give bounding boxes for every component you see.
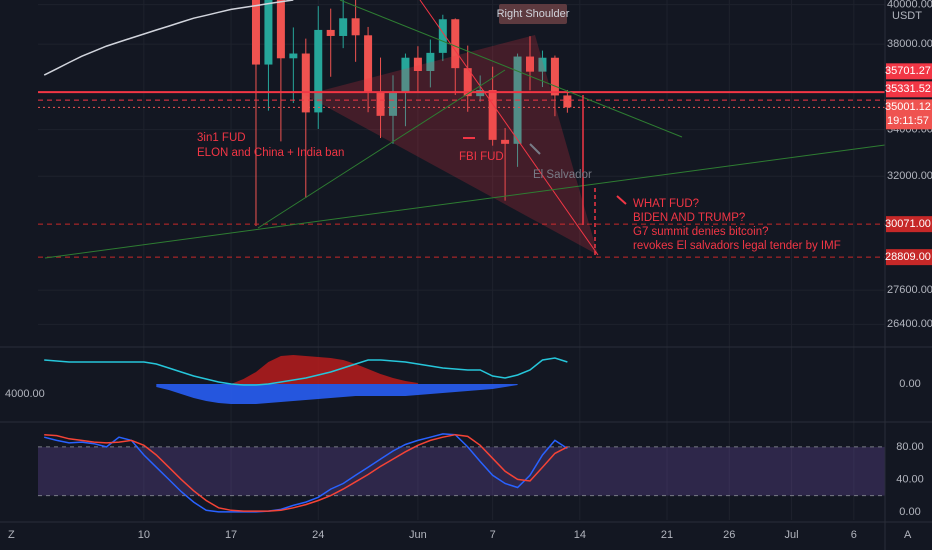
annotation: Right Shoulder [497,8,570,20]
candle-body [488,90,497,140]
y-tick-label: 32000.00 [887,170,932,182]
x-tick-label: 14 [574,529,586,541]
price-label: 35701.27 [885,65,931,77]
candle-body [451,19,460,69]
y-unit: USDT [892,10,922,22]
candle-body [289,53,298,59]
candle-body [276,0,285,59]
candle-body [476,90,485,97]
area [231,355,418,384]
plot-area [38,0,885,513]
price-label-box [886,216,932,233]
y-tick-label: 0.00 [899,506,920,518]
candle-body [413,57,422,72]
price-label-box [886,81,932,98]
x-tick-label: 24 [312,529,324,541]
y-tick-label: 26400.00 [887,318,932,330]
y-tick-label: 40000.00 [887,0,932,11]
price-label: 35331.52 [885,83,931,95]
x-tick-label: 21 [661,529,673,541]
arrow [529,143,541,155]
candle-body [438,19,447,53]
annotation: BIDEN AND TRUMP? [633,212,745,224]
candle-body [563,95,572,108]
annotation: 3in1 FUD [197,132,246,144]
candle-body [526,56,535,72]
countdown: 19:11:57 [887,115,929,127]
trend-line [339,0,683,138]
candle-body [364,35,373,93]
moving-average [43,0,294,76]
trend-line [44,144,886,259]
candle-body [388,92,397,116]
price-label: 28809.00 [885,251,931,263]
price-label: 30071.00 [885,218,931,230]
annotation: El Salvador [533,169,592,181]
arrow [616,195,627,205]
pane-label: 4000.00 [5,388,45,400]
label-box [499,4,567,24]
candle-body [351,18,360,36]
y-tick-label: 40.00 [896,473,924,485]
annotation: WHAT FUD? [633,198,699,210]
candle-body [538,57,547,72]
y-tick-label: 27600.00 [887,284,932,296]
x-tick-label: Jul [785,529,799,541]
shaded-triangle [305,35,598,255]
area [156,384,518,404]
trend-line [419,0,599,256]
trend-line [257,69,506,229]
annotation: FBI FUD [459,151,504,163]
candle-body [550,57,559,96]
annotation: ELON and China + India ban [197,147,344,159]
x-tick-label: Jun [409,529,427,541]
y-tick-label: 0.00 [899,378,920,390]
candle-body [301,53,310,113]
annotation: revokes El salvadors legal tender by IMF [633,240,841,252]
axes: 10 17 24 Jun 7 14 21 26 Jul 640000.0038000.003400… [138,0,932,541]
price-label-box [886,63,932,80]
candle-body [314,29,323,113]
candle-body [251,0,260,65]
candle-body [339,18,348,36]
drawings: Right Shoulder 3in1 FUD ELON and China +… [44,0,886,259]
price-label: 35001.12 [885,101,931,113]
candle-body [326,29,335,36]
x-tick-label: 7 [490,529,496,541]
toolbar-button[interactable]: Z [8,529,15,541]
line [44,433,568,512]
candle-body [376,92,385,116]
y-tick-label: 80.00 [896,441,924,453]
band-fill [38,446,885,496]
price-label-box [886,99,932,130]
x-tick-label: 10 [138,529,150,541]
annotation: G7 summit denies bitcoin? [633,226,769,238]
candle-body [264,0,273,65]
candle-body [426,52,435,72]
candle-body [401,57,410,93]
x-tick-label: 26 [723,529,735,541]
line [44,357,568,386]
price-label-box [886,249,932,266]
toolbar-button[interactable]: A [904,529,912,541]
candle-body [463,68,472,97]
x-tick-label: 17 [225,529,237,541]
y-tick-label: 38000.00 [887,38,932,50]
x-tick-label: 6 [851,529,857,541]
candle-body [501,139,510,144]
